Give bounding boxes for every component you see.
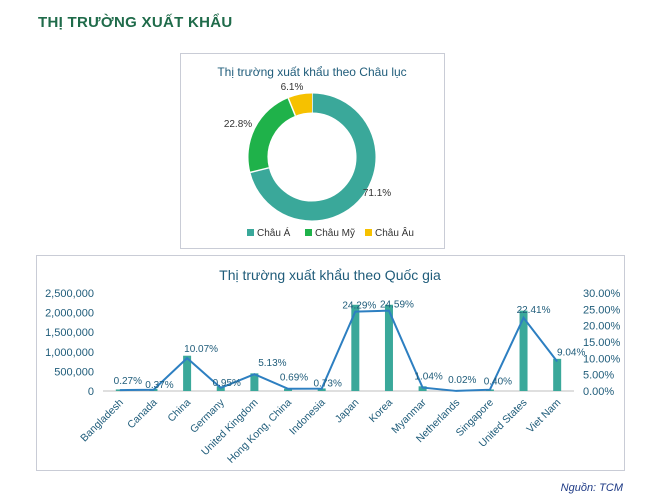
legend-swatch bbox=[305, 229, 312, 236]
x-category-label: Viet Nam bbox=[524, 396, 563, 435]
share-data-label: 0.69% bbox=[280, 373, 308, 384]
share-data-label: 0.95% bbox=[213, 378, 241, 389]
continent-donut-svg: Thị trường xuất khẩu theo Châu lục 71.1% 2… bbox=[217, 65, 414, 239]
donut-title: Thị trường xuất khẩu theo Châu lục bbox=[217, 65, 406, 79]
x-category-label: Canada bbox=[125, 397, 160, 432]
legend-label: Châu Âu bbox=[375, 226, 414, 239]
share-data-label: 24.29% bbox=[342, 301, 376, 312]
legend-label: Châu Mỹ bbox=[315, 228, 355, 239]
y-right-tick-label: 15.00% bbox=[583, 337, 621, 349]
bar-mark bbox=[553, 358, 562, 391]
bar-mark bbox=[115, 389, 124, 391]
share-data-label: 10.07% bbox=[184, 344, 218, 355]
x-category-label: Indonesia bbox=[287, 397, 328, 438]
y-right-tick-label: 20.00% bbox=[583, 321, 621, 333]
y-left-tick-label: 0 bbox=[88, 386, 94, 398]
donut-slice bbox=[250, 93, 376, 221]
bar-mark bbox=[183, 355, 192, 391]
share-data-label: 0.27% bbox=[114, 376, 142, 387]
share-data-label: 0.02% bbox=[448, 375, 476, 386]
x-category-label: Korea bbox=[367, 397, 395, 425]
donut-data-label: 6.1% bbox=[281, 82, 304, 93]
y-left-tick-label: 1,500,000 bbox=[45, 327, 94, 339]
share-data-label: 1.04% bbox=[414, 372, 442, 383]
y-left-tick-label: 1,000,000 bbox=[45, 347, 94, 359]
country-bar-svg: Thị trường xuất khẩu theo Quốc gia 0 500,0… bbox=[45, 267, 621, 466]
y-left-tick-label: 2,000,000 bbox=[45, 308, 94, 320]
x-category-label: China bbox=[165, 397, 193, 425]
share-data-label: 24.59% bbox=[380, 300, 414, 311]
bar-mark bbox=[384, 304, 393, 391]
y-right-tick-label: 25.00% bbox=[583, 304, 621, 316]
donut-slice bbox=[288, 93, 313, 116]
x-category-label: Bangladesh bbox=[78, 397, 126, 445]
source-note: Nguồn: TCM bbox=[560, 482, 623, 494]
legend-swatch bbox=[365, 229, 372, 236]
y-left-tick-label: 2,500,000 bbox=[45, 288, 94, 300]
share-data-label: 0.73% bbox=[313, 379, 341, 390]
bar-mark bbox=[418, 386, 427, 391]
share-data-label: 5.13% bbox=[258, 358, 286, 369]
share-data-label: 0.40% bbox=[484, 377, 512, 388]
y-left-tick-label: 500,000 bbox=[54, 366, 94, 378]
share-data-label: 22.41% bbox=[517, 305, 551, 316]
continent-donut-chart: Thị trường xuất khẩu theo Châu lục 71.1% 2… bbox=[180, 53, 445, 249]
y-right-tick-label: 30.00% bbox=[583, 288, 621, 300]
legend-swatch bbox=[247, 229, 254, 236]
page-title: THỊ TRƯỜNG XUẤT KHẨU bbox=[38, 14, 233, 31]
bar-mark bbox=[351, 304, 360, 391]
donut-slice bbox=[248, 98, 296, 173]
bar-mark bbox=[317, 388, 326, 391]
donut-separator bbox=[287, 97, 297, 117]
y-right-tick-label: 5.00% bbox=[583, 370, 614, 382]
donut-data-label: 22.8% bbox=[224, 119, 252, 130]
bar-mark bbox=[284, 388, 293, 391]
bar-mark bbox=[519, 310, 528, 391]
share-line bbox=[119, 309, 558, 392]
share-data-label: 0.37% bbox=[145, 380, 173, 391]
y-right-tick-label: 10.00% bbox=[583, 353, 621, 365]
country-bar-chart: Thị trường xuất khẩu theo Quốc gia 0 500,0… bbox=[36, 255, 625, 471]
x-category-label: Japan bbox=[333, 397, 362, 426]
x-category-label: Hong Kong, China bbox=[225, 397, 294, 466]
bar-chart-title: Thị trường xuất khẩu theo Quốc gia bbox=[219, 267, 441, 283]
donut-separator bbox=[250, 167, 270, 174]
share-data-label: 9.04% bbox=[557, 347, 585, 358]
legend-label: Châu Á bbox=[257, 226, 291, 239]
y-right-tick-label: 0.00% bbox=[583, 386, 614, 398]
donut-data-label: 71.1% bbox=[363, 188, 391, 199]
bar-mark bbox=[250, 373, 259, 391]
